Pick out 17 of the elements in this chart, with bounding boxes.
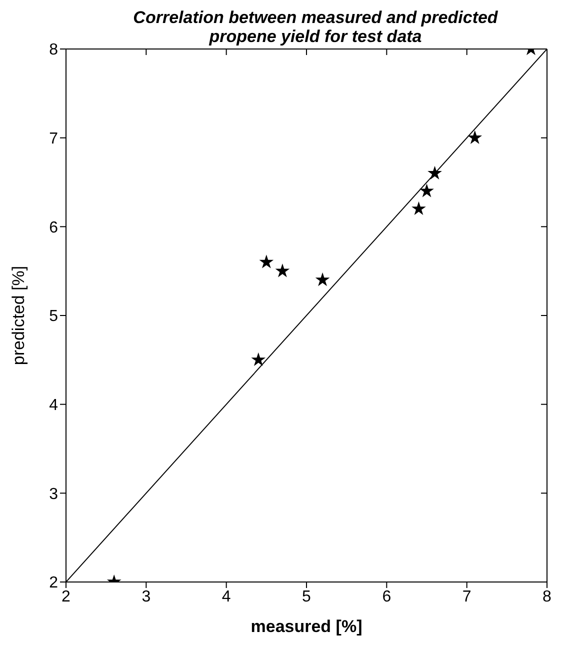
x-tick-label: 5 bbox=[302, 588, 312, 606]
y-tick-label: 4 bbox=[49, 397, 58, 414]
y-tick-label: 2 bbox=[49, 574, 58, 592]
x-tick-label: 3 bbox=[142, 588, 151, 606]
y-tick-label: 8 bbox=[49, 42, 58, 59]
x-tick-label: 2 bbox=[62, 588, 71, 606]
chart-title: Correlation between measured and predicted propene yield for test data bbox=[132, 8, 499, 46]
x-tick-label: 7 bbox=[462, 588, 472, 606]
y-tick-label: 5 bbox=[49, 308, 58, 326]
x-tick-label: 8 bbox=[542, 588, 552, 606]
y-tick-label: 7 bbox=[49, 130, 58, 148]
x-axis-title: measured [%] bbox=[250, 617, 362, 636]
y-tick-label: 3 bbox=[49, 486, 58, 503]
x-tick-label: 6 bbox=[382, 588, 392, 606]
y-axis-title: predicted [%] bbox=[9, 266, 28, 366]
y-tick-label: 6 bbox=[49, 219, 58, 236]
x-tick-label: 4 bbox=[222, 588, 231, 606]
